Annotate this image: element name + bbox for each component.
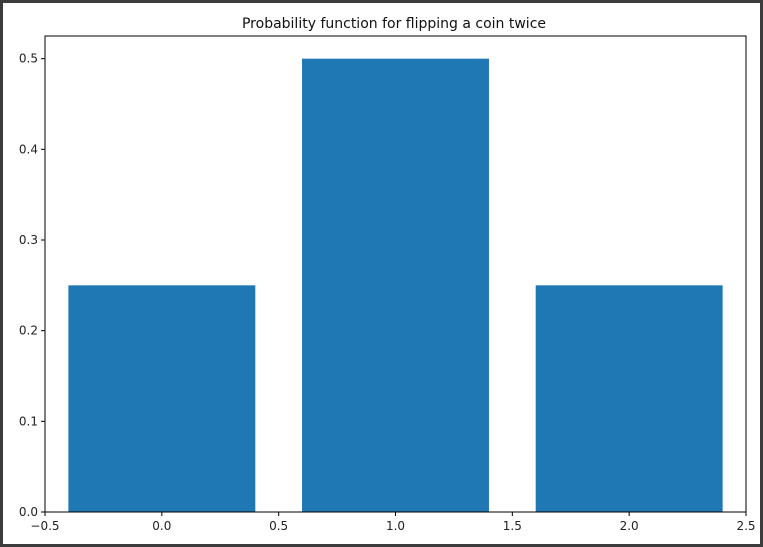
- y-tick-label: 0.5: [19, 52, 38, 66]
- chart-title: Probability function for flipping a coin…: [242, 16, 546, 32]
- y-tick-label: 0.3: [19, 233, 38, 247]
- bar-1: [302, 58, 489, 513]
- x-tick-label: 1.0: [386, 519, 405, 533]
- x-tick-label: 0.5: [269, 519, 288, 533]
- axes-frame: [44, 35, 747, 513]
- bars-group: [68, 58, 723, 513]
- x-tick-label: −0.5: [30, 519, 59, 533]
- x-tick-label: 0.0: [152, 519, 171, 533]
- x-tick-label: 2.5: [736, 519, 755, 533]
- y-tick-label: 0.2: [19, 324, 38, 338]
- x-tick-label: 1.5: [503, 519, 522, 533]
- y-tick-label: 0.1: [19, 414, 38, 428]
- y-axis-ticks: 0.0 0.1 0.2 0.3 0.4 0.5: [19, 52, 45, 519]
- x-axis-ticks: −0.5 0.0 0.5 1.0 1.5 2.0 2.5: [30, 512, 756, 533]
- chart-figure: Probability function for flipping a coin…: [3, 3, 760, 544]
- bar-chart: Probability function for flipping a coin…: [19, 16, 756, 533]
- x-tick-label: 2.0: [620, 519, 639, 533]
- y-tick-label: 0.4: [19, 142, 38, 156]
- bar-2: [535, 285, 723, 512]
- y-tick-label: 0.0: [19, 505, 38, 519]
- bar-0: [68, 285, 256, 512]
